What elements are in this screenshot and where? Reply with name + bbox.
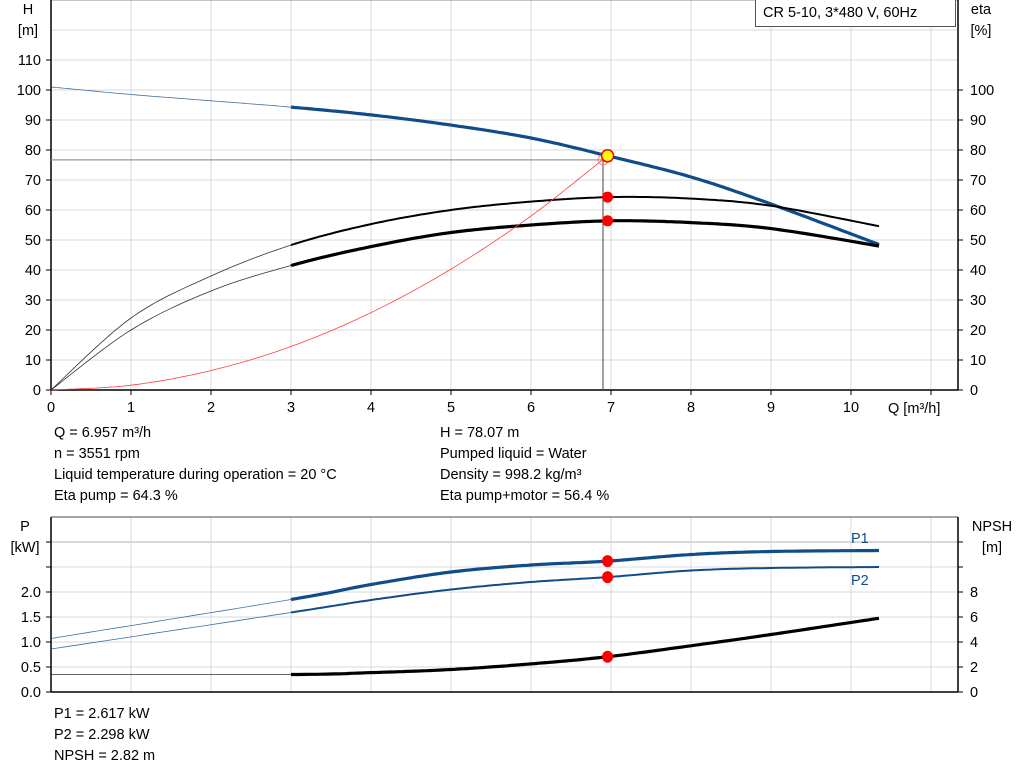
y-axis-label-h: H bbox=[23, 2, 33, 18]
npsh-point-marker bbox=[602, 650, 614, 663]
y-axis-label-npsh: NPSH bbox=[972, 519, 1012, 535]
y-tick-label-right: 4 bbox=[970, 635, 978, 651]
y-tick-label-right: 20 bbox=[970, 323, 986, 339]
eta-pump-curve-thin bbox=[50, 244, 292, 391]
x-tick-label: 8 bbox=[687, 400, 695, 416]
p2-point-marker bbox=[602, 571, 614, 584]
y-axis-unit-eta: [%] bbox=[971, 23, 992, 39]
npsh-curve bbox=[291, 616, 880, 677]
y-tick-label-left: 20 bbox=[25, 323, 41, 339]
y-tick-label-left: 50 bbox=[25, 233, 41, 249]
y-axis-unit-h: [m] bbox=[18, 23, 38, 39]
y-axis-label-p: P bbox=[20, 519, 30, 535]
eta-point-marker bbox=[602, 191, 614, 203]
y-axis-unit-npsh: [m] bbox=[982, 540, 1002, 556]
x-tick-label: 1 bbox=[127, 400, 135, 416]
p1-curve-thin bbox=[50, 599, 292, 639]
p1-curve bbox=[290, 548, 879, 602]
info-temperature: Liquid temperature during operation = 20… bbox=[54, 467, 337, 483]
duty-point-marker bbox=[600, 149, 615, 163]
y-tick-label-right: 60 bbox=[970, 203, 986, 219]
info-npsh: NPSH = 2.82 m bbox=[54, 748, 156, 764]
x-tick-label: 6 bbox=[527, 400, 535, 416]
y-tick-label-left: 2.0 bbox=[21, 585, 41, 601]
y-tick-label-right: 10 bbox=[970, 353, 986, 369]
x-tick-label: 10 bbox=[843, 400, 859, 416]
y-tick-label-right: 8 bbox=[970, 585, 978, 601]
y-tick-label-left: 30 bbox=[25, 293, 41, 309]
pump-legend-box: CR 5-10, 3*480 V, 60Hz bbox=[755, 0, 956, 27]
eta-point-marker bbox=[602, 215, 614, 227]
info-p1: P1 = 2.617 kW bbox=[54, 706, 150, 722]
p2-curve-thin bbox=[50, 612, 292, 650]
y-tick-label-left: 1.0 bbox=[21, 635, 41, 651]
y-tick-label-right: 6 bbox=[970, 610, 978, 626]
x-tick-label: 4 bbox=[367, 400, 375, 416]
eta-total-curve-thin bbox=[50, 265, 292, 391]
head-curve bbox=[290, 105, 880, 247]
y-tick-label-left: 100 bbox=[17, 83, 41, 99]
y-tick-label-left: 80 bbox=[25, 143, 41, 159]
p2-series-label: P2 bbox=[851, 573, 869, 589]
x-tick-label: 0 bbox=[47, 400, 55, 416]
eta-pump-curve bbox=[290, 195, 880, 247]
head-curve-thin bbox=[50, 86, 292, 108]
x-tick-label: 5 bbox=[447, 400, 455, 416]
info-speed: n = 3551 rpm bbox=[54, 446, 140, 462]
y-tick-label-left: 10 bbox=[25, 353, 41, 369]
p2-curve bbox=[290, 566, 879, 614]
eta-total-curve bbox=[290, 219, 880, 268]
x-tick-label: 2 bbox=[207, 400, 215, 416]
y-tick-label-right: 40 bbox=[970, 263, 986, 279]
x-axis-label: Q [m³/h] bbox=[888, 401, 940, 417]
x-tick-label: 9 bbox=[767, 400, 775, 416]
p1-series-label: P1 bbox=[851, 531, 869, 547]
y-tick-label-left: 90 bbox=[25, 113, 41, 129]
y-tick-label-right: 90 bbox=[970, 113, 986, 129]
y-tick-label-right: 0 bbox=[970, 383, 978, 399]
p1-point-marker bbox=[602, 555, 614, 568]
y-tick-label-right: 2 bbox=[970, 660, 978, 676]
y-tick-label-right: 30 bbox=[970, 293, 986, 309]
system-curve bbox=[50, 155, 608, 391]
info-density: Density = 998.2 kg/m³ bbox=[440, 467, 582, 483]
y-tick-label-left: 1.5 bbox=[21, 610, 41, 626]
y-tick-label-left: 70 bbox=[25, 173, 41, 189]
info-liquid: Pumped liquid = Water bbox=[440, 446, 587, 462]
y-tick-label-left: 0.5 bbox=[21, 660, 41, 676]
y-tick-label-left: 0.0 bbox=[21, 685, 41, 701]
y-tick-label-right: 50 bbox=[970, 233, 986, 249]
y-axis-unit-p: [kW] bbox=[11, 540, 40, 556]
y-axis-label-eta: eta bbox=[971, 2, 992, 18]
y-tick-label-left: 0 bbox=[33, 383, 41, 399]
y-tick-label-left: 110 bbox=[18, 53, 41, 69]
y-tick-label-right: 100 bbox=[970, 83, 994, 99]
info-top-left: Q = 6.957 m³/h n = 3551 rpm Liquid tempe… bbox=[54, 423, 337, 507]
info-eta-total: Eta pump+motor = 56.4 % bbox=[440, 488, 610, 504]
y-tick-label-right: 70 bbox=[970, 173, 986, 189]
info-eta-pump: Eta pump = 64.3 % bbox=[54, 488, 178, 504]
info-flow: Q = 6.957 m³/h bbox=[54, 425, 152, 441]
info-top-right: H = 78.07 m Pumped liquid = Water Densit… bbox=[440, 423, 609, 507]
y-tick-label-left: 40 bbox=[25, 263, 41, 279]
info-p2: P2 = 2.298 kW bbox=[54, 727, 150, 743]
info-bottom: P1 = 2.617 kW P2 = 2.298 kW NPSH = 2.82 … bbox=[54, 704, 155, 767]
y-tick-label-left: 60 bbox=[25, 203, 41, 219]
x-tick-label: 7 bbox=[607, 400, 615, 416]
info-head: H = 78.07 m bbox=[440, 425, 520, 441]
y-tick-label-right: 0 bbox=[970, 685, 978, 701]
y-tick-label-right: 80 bbox=[970, 143, 986, 159]
x-tick-label: 3 bbox=[287, 400, 295, 416]
